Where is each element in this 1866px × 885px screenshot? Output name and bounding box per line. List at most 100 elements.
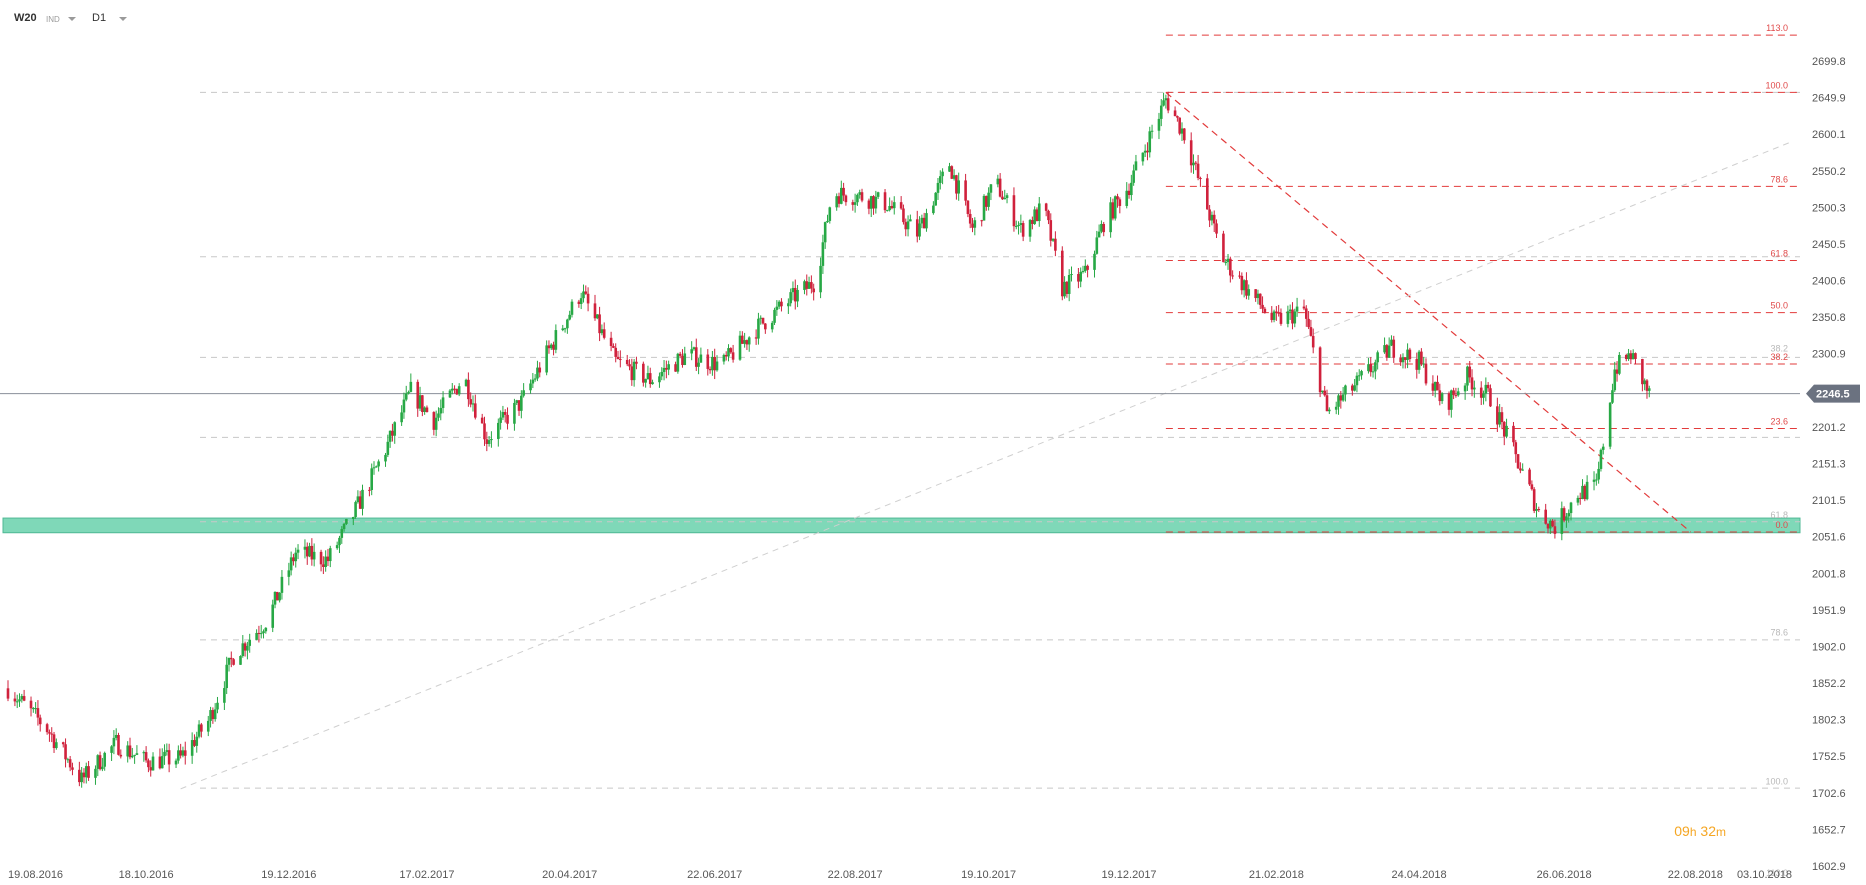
candle-body <box>497 422 500 439</box>
candle-body <box>909 219 912 222</box>
fib-down-label-2: 78.6 <box>1770 174 1788 184</box>
candle-body <box>160 756 164 769</box>
candle-body <box>1012 195 1016 227</box>
y-tick-label-1: 2649.9 <box>1812 93 1846 105</box>
candle-body <box>547 345 551 349</box>
symbol-chevron-down-icon[interactable] <box>68 17 76 21</box>
candle-body <box>842 187 845 196</box>
symbol-label[interactable]: W20 <box>14 12 37 24</box>
candle-body <box>545 345 548 373</box>
candle-body <box>1258 293 1262 305</box>
y-tick-label-16: 1902.0 <box>1812 641 1846 653</box>
x-tick-label-1: 18.10.2016 <box>119 869 174 881</box>
candle-body <box>351 516 355 519</box>
candle-body <box>844 195 848 203</box>
candle-body <box>195 736 199 746</box>
candle-body <box>1109 202 1112 233</box>
x-tick-label-12: 22.08.2018 <box>1668 869 1723 881</box>
candle-body <box>662 367 666 372</box>
candle-body <box>600 329 604 334</box>
candle-body <box>1344 385 1347 395</box>
candle-body <box>915 219 919 237</box>
candle-body <box>1390 339 1393 346</box>
candle-body <box>1484 384 1488 394</box>
candle-body <box>1450 390 1453 410</box>
candle-body <box>989 184 993 193</box>
candle-body <box>1631 353 1635 360</box>
y-tick-label-12: 2101.5 <box>1812 495 1846 507</box>
candle-body <box>1196 163 1200 179</box>
candle-body <box>36 708 40 718</box>
fib-up-label-2: 78.6 <box>1770 627 1788 637</box>
candle-body <box>61 742 65 745</box>
fib-up-label-3: 100.0 <box>1765 776 1788 786</box>
candle-body <box>648 373 652 385</box>
candle-body <box>1551 520 1554 527</box>
candle-body <box>1401 357 1405 363</box>
candle-body <box>1548 520 1552 529</box>
y-tick-label-7: 2350.8 <box>1812 312 1846 324</box>
candle-body <box>1456 391 1460 396</box>
candle-body <box>1084 265 1087 271</box>
candle-body <box>1097 231 1101 238</box>
candle-body <box>1157 118 1161 131</box>
candle-body <box>1353 385 1356 391</box>
candle-body <box>770 322 774 330</box>
candle-body <box>312 551 316 560</box>
candle-body <box>727 348 730 357</box>
candle-body <box>1086 265 1089 270</box>
candle-body <box>296 549 300 553</box>
fib-up-label-4: 113.0 <box>1766 868 1788 878</box>
candle-body <box>1051 238 1055 241</box>
candle-body <box>821 242 825 266</box>
candle-body <box>835 196 838 208</box>
candle-body <box>1208 209 1211 221</box>
candle-body <box>1146 150 1149 153</box>
candle-body <box>1567 513 1571 517</box>
candle-body <box>117 734 120 755</box>
candle-body <box>71 767 74 770</box>
candle-body <box>1182 128 1186 141</box>
candle-body <box>731 352 735 360</box>
candle-body <box>216 702 219 710</box>
candle-body <box>1597 468 1600 480</box>
candle-body <box>1238 275 1241 277</box>
candle-body <box>174 760 178 765</box>
candle-body <box>840 187 843 204</box>
x-tick-label-2: 19.12.2016 <box>261 869 316 881</box>
candle-body <box>920 217 924 224</box>
candle-body <box>1383 345 1386 353</box>
timeframe-label[interactable]: D1 <box>92 12 107 24</box>
candle-body <box>1599 449 1603 469</box>
candle-body <box>432 412 436 430</box>
candle-body <box>950 166 954 179</box>
candle-body <box>248 639 252 646</box>
candle-body <box>1254 289 1257 299</box>
candle-body <box>1079 271 1083 282</box>
candle-body <box>1374 362 1377 372</box>
candle-body <box>918 223 921 237</box>
candle-body <box>876 192 880 197</box>
candle-body <box>1118 199 1122 206</box>
candle-body <box>1212 214 1216 224</box>
candle-body <box>1035 209 1039 221</box>
candle-body <box>883 192 887 211</box>
candle-body <box>1162 100 1165 106</box>
timeframe-chevron-down-icon[interactable] <box>119 17 127 21</box>
candle-body <box>1415 359 1419 370</box>
candle-body <box>1242 280 1246 291</box>
candle-body <box>133 754 136 756</box>
candle-body <box>163 751 166 757</box>
candle-body <box>724 354 728 357</box>
candle-body <box>48 732 51 734</box>
candle-body <box>1014 226 1018 228</box>
candle-body <box>1005 195 1009 198</box>
candle-body <box>851 202 855 205</box>
candle-body <box>595 314 599 319</box>
candle-body <box>384 454 387 462</box>
candle-body <box>223 688 226 703</box>
candle-body <box>1130 182 1133 196</box>
candle-body <box>922 217 926 229</box>
candle-body <box>1116 196 1119 200</box>
